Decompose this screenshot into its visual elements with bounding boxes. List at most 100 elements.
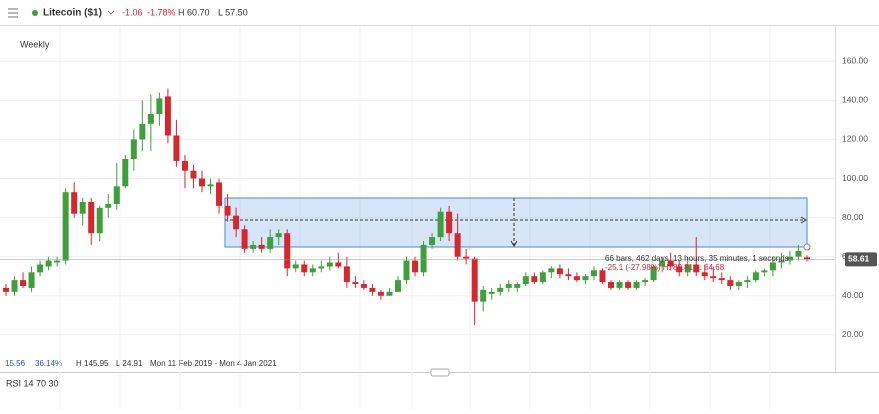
symbol[interactable]: Litecoin ($1) — [43, 8, 102, 19]
candle-body — [335, 262, 342, 267]
candle-body — [224, 205, 231, 216]
candle-body — [216, 182, 223, 206]
candle-body — [590, 270, 597, 277]
candle-body — [659, 260, 666, 267]
candle-body — [37, 264, 44, 273]
candle-body — [386, 291, 393, 296]
candle-body — [437, 211, 444, 238]
candle-body — [139, 123, 146, 140]
candle-body — [207, 184, 214, 187]
footer-low: L 24.91 — [116, 359, 143, 368]
candle-body — [28, 272, 35, 288]
change-pct: -1.78% — [147, 7, 176, 17]
candle-body — [693, 264, 700, 273]
candle-body — [190, 170, 197, 179]
candle-body — [505, 284, 512, 288]
candle-body — [403, 260, 410, 281]
candle-body — [309, 268, 316, 273]
candle-body — [54, 260, 61, 263]
candle-body — [394, 280, 401, 292]
candle-body — [352, 282, 359, 285]
candle-body — [676, 266, 683, 273]
candle-body — [369, 287, 376, 292]
candle-body — [181, 160, 188, 171]
y-tick-label: 120.00 — [842, 134, 868, 144]
candle-body — [522, 276, 529, 285]
y-tick-label: 100.00 — [842, 173, 868, 183]
candle-body — [45, 260, 52, 267]
candle-body — [420, 244, 427, 273]
candle-body — [113, 186, 120, 204]
candle-body — [548, 268, 555, 273]
footer-pct: 36.14% — [35, 359, 62, 368]
candle-body — [233, 215, 240, 230]
candle-body — [105, 203, 112, 208]
candle-body — [454, 233, 461, 257]
candle-body — [488, 291, 495, 294]
price-tag — [845, 252, 877, 267]
candle-body — [769, 262, 776, 271]
measure-line2: -25.1 (-27.98%) H: 89.81 L: 64.68 — [605, 263, 725, 272]
candle-body — [752, 272, 759, 281]
candle-body — [633, 282, 640, 288]
candle-body — [531, 276, 538, 283]
candle-body — [156, 98, 163, 115]
candle-body — [497, 287, 504, 292]
candle-body — [11, 280, 18, 292]
candle-body — [701, 272, 708, 277]
candle-body — [650, 266, 657, 281]
candle-body — [122, 158, 129, 187]
candle-body — [62, 192, 69, 261]
footer-high: H 145.95 — [76, 359, 109, 368]
candle-body — [360, 284, 367, 288]
indicator-label[interactable]: RSI 14 70 30 — [6, 378, 59, 388]
candle-body — [727, 280, 734, 286]
price-tag-label: 58.61 — [848, 254, 870, 264]
candle-body — [667, 260, 674, 267]
candle-body — [326, 262, 333, 267]
candle-body — [710, 276, 717, 279]
y-tick-label: 140.00 — [842, 95, 868, 105]
candle-body — [429, 237, 436, 245]
candle-body — [556, 268, 563, 275]
candle-body — [343, 266, 350, 283]
candle-body — [514, 284, 521, 288]
pane-handle[interactable] — [430, 368, 450, 377]
footer-range: Mon 11 Feb 2019 - Mon 4 Jan 2021 — [150, 359, 277, 368]
anchor — [803, 243, 811, 251]
candle-body — [130, 139, 137, 159]
candle-body — [684, 264, 691, 273]
candle-body — [446, 211, 453, 234]
candle-body — [292, 264, 299, 269]
candle-body — [3, 287, 9, 292]
status-dot — [32, 10, 38, 16]
candle-body — [565, 274, 572, 277]
candle-body — [625, 282, 632, 288]
candle-body — [284, 233, 291, 269]
candle-body — [744, 280, 751, 283]
candle-body — [267, 237, 274, 249]
menu-icon[interactable] — [8, 8, 18, 18]
range-box — [224, 197, 808, 248]
candle-body — [795, 250, 802, 257]
candle-body — [88, 201, 95, 234]
y-tick-label: 80.00 — [842, 212, 864, 222]
candle-body — [377, 291, 384, 296]
candle-body — [79, 201, 86, 214]
candle-body — [804, 257, 810, 260]
candle-body — [71, 192, 78, 214]
candle-body — [718, 278, 725, 281]
footer-last: 15.56 — [5, 359, 26, 368]
candle-body — [539, 272, 546, 283]
low: L 57.50 — [218, 7, 248, 17]
change: -1.06 — [122, 7, 143, 17]
chevron[interactable] — [107, 10, 115, 15]
y-tick-label: 40.00 — [842, 290, 864, 300]
measure-line1: 66 bars, 462 days, 13 hours, 35 minutes,… — [605, 254, 789, 263]
candle-body — [471, 258, 478, 302]
candle-body — [250, 244, 257, 249]
candle-body — [318, 266, 325, 269]
range-arrow — [800, 216, 807, 224]
candle-body — [412, 260, 419, 273]
